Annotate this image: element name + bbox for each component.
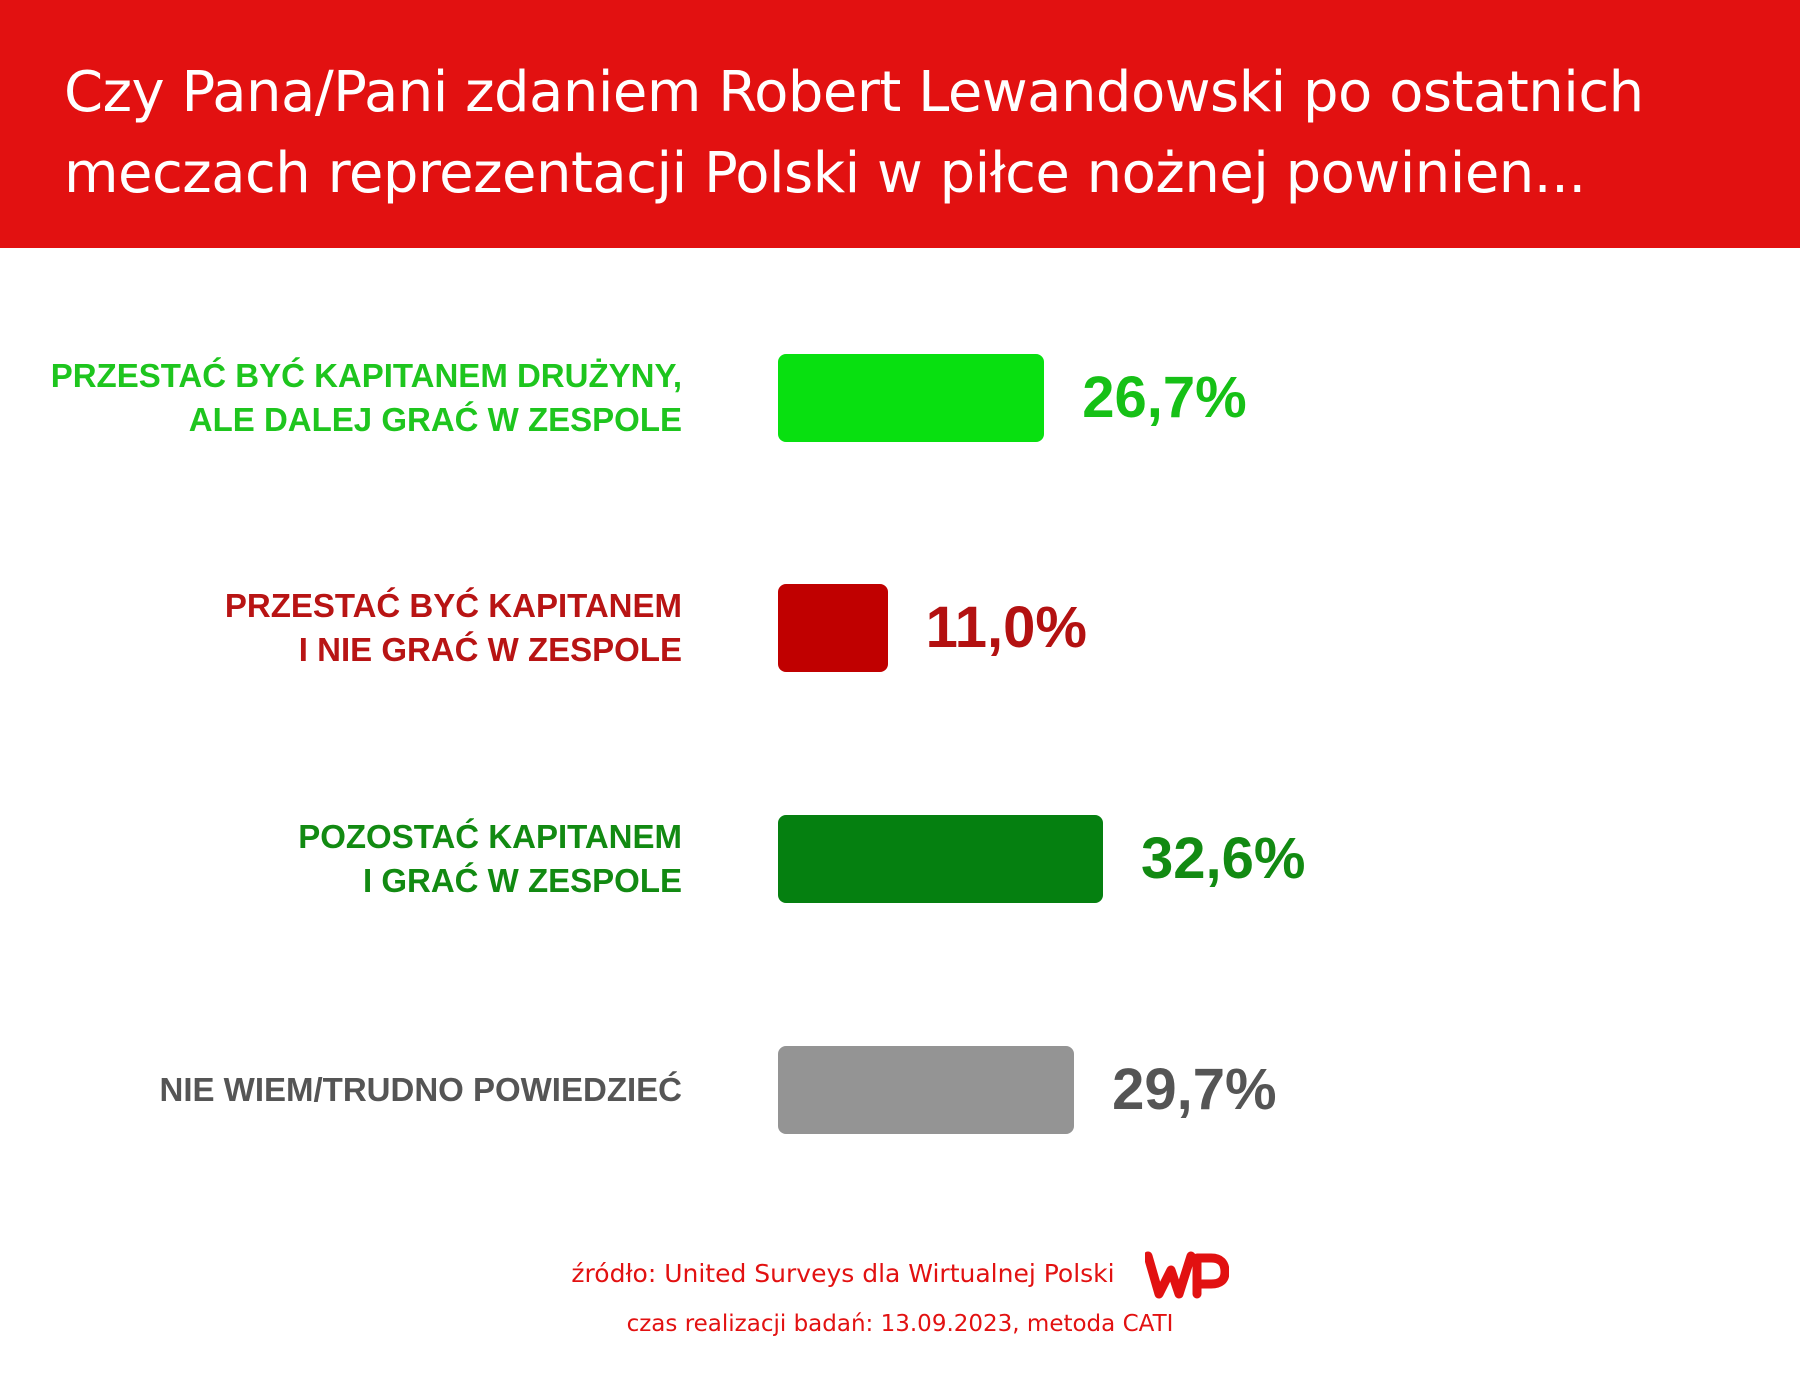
source-line: źródło: United Surveys dla Wirtualnej Po… [0, 1250, 1800, 1300]
value-label: 26,7% [1082, 365, 1247, 430]
category-label: PRZESTAĆ BYĆ KAPITANEM I NIE GRAĆ W ZESPO… [42, 584, 682, 672]
category-label-line: PRZESTAĆ BYĆ KAPITANEM [224, 587, 682, 624]
value-label: 32,6% [1141, 826, 1306, 891]
category-label: NIE WIEM/TRUDNO POWIEDZIEĆ [42, 1068, 683, 1112]
source-text: źródło: United Surveys dla Wirtualnej Po… [571, 1259, 1115, 1288]
category-label-line: I GRAĆ W ZESPOLE [362, 862, 682, 899]
category-label-line: NIE WIEM/TRUDNO POWIEDZIEĆ [159, 1071, 683, 1108]
category-label-line: POZOSTAĆ KAPITANEM [298, 818, 682, 855]
bar [778, 354, 1045, 442]
category-label: PRZESTAĆ BYĆ KAPITANEM DRUŻYNY, ALE DALEJ… [42, 354, 682, 442]
category-label-line: I NIE GRAĆ W ZESPOLE [298, 631, 682, 668]
bar [778, 584, 888, 672]
date-line: czas realizacji badań: 13.09.2023, metod… [0, 1307, 1800, 1341]
category-label: POZOSTAĆ KAPITANEM I GRAĆ W ZESPOLE [42, 815, 682, 903]
category-label-line: ALE DALEJ GRAĆ W ZESPOLE [188, 401, 682, 438]
bar-chart: PRZESTAĆ BYĆ KAPITANEM DRUŻYNY, ALE DALEJ… [0, 248, 1800, 1168]
wp-logo [1144, 1250, 1229, 1300]
category-label-line: PRZESTAĆ BYĆ KAPITANEM DRUŻYNY, [50, 357, 682, 394]
date-text: czas realizacji badań: 13.09.2023, metod… [626, 1311, 1174, 1337]
bar [778, 815, 1104, 903]
value-label: 29,7% [1112, 1057, 1277, 1122]
bar [778, 1046, 1075, 1134]
page-title: Czy Pana/Pani zdaniem Robert Lewandowski… [64, 60, 1644, 206]
header-banner: Czy Pana/Pani zdaniem Robert Lewandowski… [0, 0, 1800, 248]
value-label: 11,0% [925, 595, 1087, 660]
